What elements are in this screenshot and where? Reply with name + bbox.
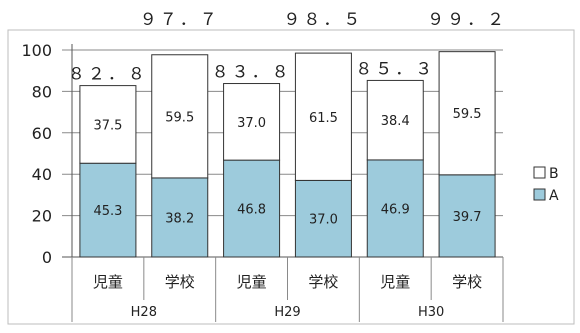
bar-segment-b (438, 51, 496, 176)
legend: BA (533, 166, 559, 204)
x-group-label: H28 (131, 305, 157, 320)
x-category-label: 児童 (93, 273, 123, 291)
data-label-b: 59.5 (165, 110, 194, 125)
bar-segment-b (151, 54, 209, 179)
data-label-a: 45.3 (93, 204, 122, 219)
x-axis: 児童 学校 児童 学校 児童 学校 H28 H29 H30 (71, 257, 504, 322)
x-category-label: 児童 (237, 273, 267, 291)
total-label: ９７．７ (140, 10, 220, 30)
plot-border (7, 29, 575, 325)
data-label-a: 38.2 (165, 211, 194, 226)
x-category-label: 学校 (308, 273, 338, 291)
y-tick-label: 0 (42, 248, 52, 267)
total-label: ８３．８ (212, 63, 292, 83)
bar-segment-a (223, 159, 281, 258)
bar-segment-a (438, 174, 496, 258)
y-tick-label: 80 (32, 82, 52, 101)
data-label-a: 37.0 (309, 213, 338, 228)
data-label-b: 61.5 (309, 111, 338, 126)
bar-segment-b (366, 79, 424, 161)
bar-segment-a (79, 162, 137, 258)
data-label-b: 37.0 (237, 116, 266, 131)
data-label-a: 39.7 (453, 210, 482, 225)
total-label: ９８．５ (283, 10, 363, 30)
y-tick-label: 60 (32, 124, 52, 143)
y-tick-label: 100 (21, 41, 52, 60)
total-label: ８５．３ (355, 59, 435, 79)
bar-segment-b (79, 85, 137, 164)
legend-label-a: A (549, 188, 559, 204)
data-label-a: 46.8 (237, 203, 266, 218)
x-category-label: 児童 (380, 273, 410, 291)
y-tick-label: 20 (32, 207, 52, 226)
bar-segment-a (151, 177, 209, 258)
y-tick-label: 40 (32, 165, 52, 184)
x-group-label: H30 (418, 305, 444, 320)
data-label-b: 59.5 (453, 107, 482, 122)
total-label: ８２．８ (68, 65, 148, 85)
legend-swatch-b (533, 166, 546, 179)
data-label-a: 46.9 (381, 202, 410, 217)
y-axis-ticks: 0 20 40 60 80 100 (21, 41, 73, 267)
x-group-label: H29 (274, 305, 300, 320)
data-label-b: 37.5 (93, 118, 122, 133)
bar-segment-b (294, 52, 352, 181)
legend-swatch-a (533, 188, 546, 201)
x-category-label: 学校 (452, 273, 482, 291)
legend-label-b: B (549, 166, 559, 182)
total-label: ９９．２ (427, 10, 507, 30)
bar-segment-b (223, 83, 281, 161)
data-label-b: 38.4 (381, 114, 410, 129)
bar-segment-a (294, 179, 352, 258)
bars: 45.3 37.5 ８２．８ 38.2 59.5 ９７．７ 46.8 37.0 ８３．８ 37.0… (68, 10, 507, 258)
x-category-label: 学校 (165, 273, 195, 291)
